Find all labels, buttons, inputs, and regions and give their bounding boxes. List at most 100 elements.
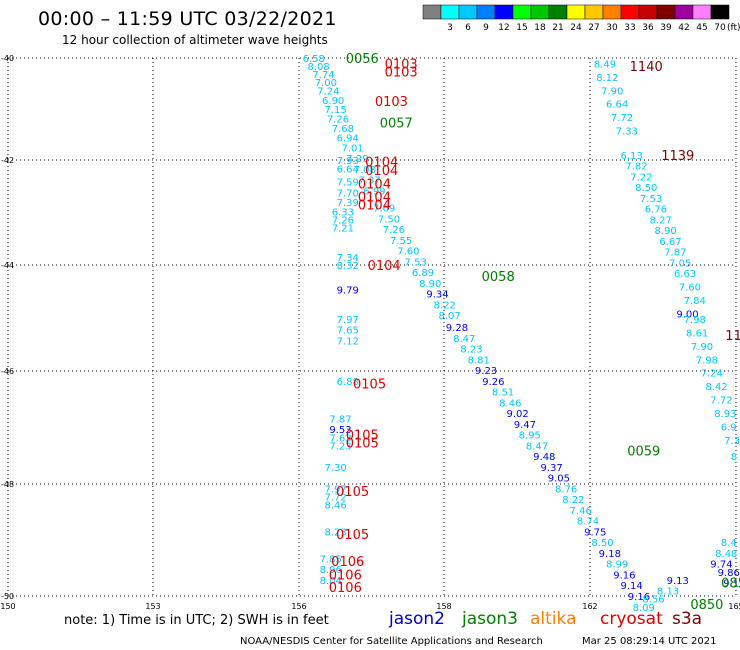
wave-height-point: 7.08 bbox=[354, 165, 376, 176]
wave-height-point: 7.29 bbox=[346, 154, 368, 165]
chart-time-labels: 0056 010301030103005701040104010401040104… bbox=[329, 52, 740, 613]
colorbar-label: 70 bbox=[714, 23, 726, 33]
wave-height-point: 7.93 bbox=[337, 156, 359, 167]
wave-height-point: 8.27 bbox=[650, 215, 672, 226]
wave-height-point: 6.58 bbox=[303, 54, 325, 65]
x-tick-label: 158 bbox=[436, 602, 451, 611]
chart-grid bbox=[7, 57, 737, 597]
wave-height-point: 7.30 bbox=[324, 463, 346, 474]
wave-height-point: 9.23 bbox=[475, 366, 497, 377]
pass-time-label: 0056 bbox=[346, 52, 379, 67]
wave-height-point: 8.50 bbox=[591, 538, 613, 549]
wave-height-point: 8.74 bbox=[577, 517, 599, 528]
wave-height-point: 6.67 bbox=[659, 237, 681, 248]
wave-height-point: 9.18 bbox=[599, 549, 621, 560]
legend-item-s3a: s3a bbox=[672, 609, 703, 629]
wave-height-point: 8.95 bbox=[519, 431, 541, 442]
wave-height-point: 8.50 bbox=[635, 183, 657, 194]
wave-height-point: 9.34 bbox=[426, 290, 448, 301]
wave-height-point: 7.23 bbox=[329, 441, 351, 452]
colorbar-label: 12 bbox=[498, 23, 509, 33]
wave-height-point: 8.47 bbox=[526, 441, 548, 452]
x-tick-label: 153 bbox=[145, 602, 160, 611]
colorbar-label: 3 bbox=[447, 23, 453, 33]
wave-height-point: 9.05 bbox=[548, 474, 570, 485]
wave-height-point: 8.46 bbox=[499, 398, 521, 409]
wave-height-point: 7.53 bbox=[405, 257, 427, 268]
colorbar-label: 18 bbox=[534, 23, 546, 33]
wave-height-point: 8.51 bbox=[492, 388, 514, 399]
x-tick-label: 156 bbox=[291, 602, 306, 611]
wave-height-point: 9.02 bbox=[506, 409, 528, 420]
colorbar-swatch bbox=[494, 4, 514, 20]
wave-height-point: 9.53 bbox=[329, 425, 351, 436]
pass-time-label: 085 bbox=[721, 577, 740, 592]
wave-height-point: 7.00 bbox=[315, 78, 337, 89]
wave-height-point: 7.63 bbox=[329, 433, 351, 444]
pass-time-label: 0106 bbox=[329, 581, 362, 596]
wave-height-point: 8.23 bbox=[460, 345, 482, 356]
wave-height-point: 7.21 bbox=[332, 223, 354, 234]
wave-height-point: 8.47 bbox=[453, 334, 475, 345]
colorbar-label: 33 bbox=[624, 23, 635, 33]
legend-item-cryosat: cryosat bbox=[600, 609, 663, 629]
colorbar-swatch bbox=[620, 4, 640, 20]
legend-item-jason2: jason2 bbox=[389, 609, 445, 629]
wave-height-point: 9.1 bbox=[723, 579, 739, 590]
credit-text: NOAA/NESDIS Center for Satellite Applica… bbox=[240, 636, 543, 647]
wave-height-point: 9.48 bbox=[533, 452, 555, 463]
wave-height-point: 7.26 bbox=[383, 225, 405, 236]
wave-height-point: 7.72 bbox=[611, 113, 633, 124]
colorbar-label: 27 bbox=[588, 23, 599, 33]
wave-height-point: 8.08 bbox=[307, 62, 329, 73]
colorbar-label: 45 bbox=[696, 23, 707, 33]
pass-time-label: 0105 bbox=[346, 437, 379, 452]
colorbar-unit: (ft) bbox=[727, 23, 740, 33]
wave-height-point: 7.90 bbox=[691, 342, 713, 353]
colorbar-swatch bbox=[602, 4, 622, 20]
wave-height-point: 8.90 bbox=[654, 226, 676, 237]
wave-height-point: 8.04 bbox=[320, 576, 342, 587]
y-tick-label: -42 bbox=[1, 156, 14, 165]
wave-height-point: 9.86 bbox=[718, 568, 740, 579]
wave-height-point: 9.74 bbox=[710, 560, 732, 571]
colorbar-swatch bbox=[548, 4, 568, 20]
wave-height-point: 7.98 bbox=[696, 355, 718, 366]
wave-height-point: 8.4 bbox=[721, 538, 737, 549]
colorbar-label: 24 bbox=[570, 23, 582, 33]
wave-height-point: 7.15 bbox=[324, 105, 346, 116]
x-tick-label: 165 bbox=[728, 602, 740, 611]
wave-height-point: 9.16 bbox=[628, 592, 650, 603]
wave-height-point: 9.79 bbox=[337, 285, 359, 296]
colorbar-swatch bbox=[458, 4, 478, 20]
x-tick-label: 150 bbox=[0, 602, 15, 611]
pass-time-label: 1140 bbox=[630, 60, 663, 75]
wave-height-point: 7.01 bbox=[341, 143, 363, 154]
wave-height-point: 8 bbox=[731, 452, 737, 463]
wave-height-point: 8.61 bbox=[686, 328, 708, 339]
wave-height-point: 7.39 bbox=[337, 198, 359, 209]
colorbar-swatch bbox=[440, 4, 460, 20]
pass-time-label: 0058 bbox=[482, 270, 515, 285]
chart-subtitle: 12 hour collection of altimeter wave hei… bbox=[62, 33, 328, 47]
wave-height-point: 7.12 bbox=[337, 336, 359, 347]
wave-height-point: 7.82 bbox=[625, 162, 647, 173]
wave-height-point: 8.81 bbox=[468, 355, 490, 366]
wave-height-point: 6.63 bbox=[674, 269, 696, 280]
wave-height-point: 7.60 bbox=[397, 247, 419, 258]
wave-height-point: 7.84 bbox=[684, 296, 706, 307]
wave-height-point: 9.75 bbox=[584, 527, 606, 538]
colorbar-swatch bbox=[422, 4, 442, 20]
wave-height-point: 8.46 bbox=[324, 501, 346, 512]
colorbar-label: 15 bbox=[516, 23, 527, 33]
wave-height-point: 8.76 bbox=[555, 484, 577, 495]
colorbar-swatch bbox=[692, 4, 712, 20]
pass-time-label: 0103 bbox=[385, 65, 418, 80]
wave-height-point: 8.99 bbox=[606, 560, 628, 571]
wave-height-point: 6.90 bbox=[322, 96, 344, 107]
colorbar-swatch bbox=[476, 4, 496, 20]
pass-time-label: 0105 bbox=[336, 485, 369, 500]
wave-height-point: 7.87 bbox=[664, 248, 686, 259]
wave-height-point: 9.37 bbox=[540, 463, 562, 474]
colorbar-swatch bbox=[638, 4, 658, 20]
